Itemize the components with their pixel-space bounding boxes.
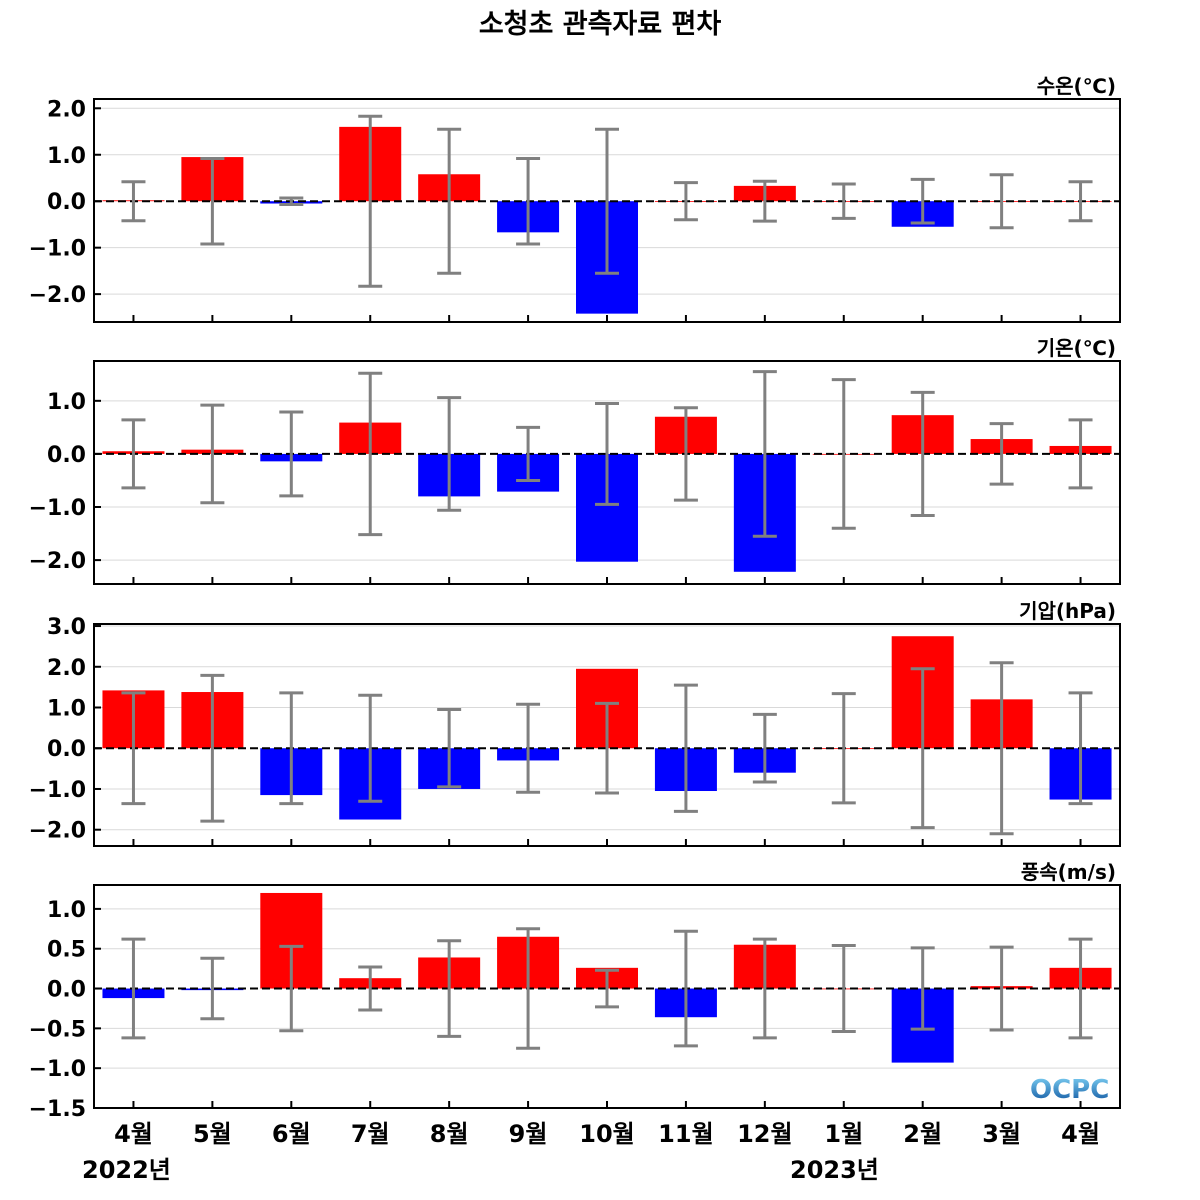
y-tick-label: −2.0 xyxy=(29,549,86,574)
x-tick-label: 4월 xyxy=(1061,1120,1100,1148)
y-tick-label: −1.0 xyxy=(29,496,86,521)
chart-panels: −2.0 −1.0 0.0 1.0 2.0 수온(℃) −2.0 −1.0 0.0 1.0 기온(℃… xyxy=(29,74,1121,1122)
year-label: 2023년 xyxy=(790,1156,879,1184)
year-label: 2022년 xyxy=(82,1156,171,1184)
y-tick-label: −1.0 xyxy=(29,237,86,262)
y-tick-label: 0.0 xyxy=(47,978,86,1003)
y-tick-label: −1.0 xyxy=(29,1057,86,1082)
x-tick-label: 1월 xyxy=(824,1120,863,1148)
y-tick-label: 1.0 xyxy=(47,390,86,415)
x-tick-label: 12월 xyxy=(737,1120,792,1148)
x-tick-label: 11월 xyxy=(658,1120,713,1148)
y-tick-label: 3.0 xyxy=(47,615,86,640)
y-tick-label: 2.0 xyxy=(47,656,86,681)
panel-label: 기압(hPa) xyxy=(1019,599,1116,623)
panel-3: −1.5 −1.0 −0.5 0.0 0.5 1.0 풍속(m/s) xyxy=(29,860,1121,1122)
x-tick-label: 6월 xyxy=(272,1120,311,1148)
x-axis: 4월 5월 6월 7월 8월 9월 10월 11월 12월 1월 2월 3월 4월 2022년 2023년 xyxy=(82,1120,1100,1184)
x-tick-label: 9월 xyxy=(509,1120,548,1148)
chart-title: 소청초 관측자료 편차 xyxy=(478,9,722,40)
x-tick-label: 5월 xyxy=(193,1120,232,1148)
panel-1: −2.0 −1.0 0.0 1.0 기온(℃) xyxy=(29,336,1121,585)
y-tick-label: −1.5 xyxy=(29,1097,86,1122)
x-tick-label: 2월 xyxy=(903,1120,942,1148)
x-tick-label: 7월 xyxy=(351,1120,390,1148)
y-tick-label: 1.0 xyxy=(47,898,86,923)
y-tick-label: 1.0 xyxy=(47,144,86,169)
y-tick-label: 2.0 xyxy=(47,97,86,122)
y-tick-label: 0.0 xyxy=(47,737,86,762)
x-tick-label: 4월 xyxy=(114,1120,153,1148)
y-tick-label: −0.5 xyxy=(29,1017,86,1042)
y-tick-label: −1.0 xyxy=(29,778,86,803)
panel-label: 기온(℃) xyxy=(1037,336,1116,360)
x-tick-label: 10월 xyxy=(579,1120,634,1148)
panel-label: 수온(℃) xyxy=(1037,74,1116,98)
y-tick-label: 0.0 xyxy=(47,443,86,468)
y-tick-label: 0.0 xyxy=(47,190,86,215)
x-tick-label: 3월 xyxy=(982,1120,1021,1148)
x-tick-label: 8월 xyxy=(430,1120,469,1148)
panel-label: 풍속(m/s) xyxy=(1021,860,1116,884)
y-tick-label: −2.0 xyxy=(29,283,86,308)
y-tick-label: −2.0 xyxy=(29,819,86,844)
panel-0: −2.0 −1.0 0.0 1.0 2.0 수온(℃) xyxy=(29,74,1121,323)
ocpc-logo: OCPC xyxy=(1030,1075,1109,1105)
panel-2: −2.0 −1.0 0.0 1.0 2.0 3.0 기압(hPa) xyxy=(29,599,1121,847)
logo-text: OCPC xyxy=(1030,1075,1109,1105)
y-tick-label: 0.5 xyxy=(47,938,86,963)
y-tick-label: 1.0 xyxy=(47,697,86,722)
